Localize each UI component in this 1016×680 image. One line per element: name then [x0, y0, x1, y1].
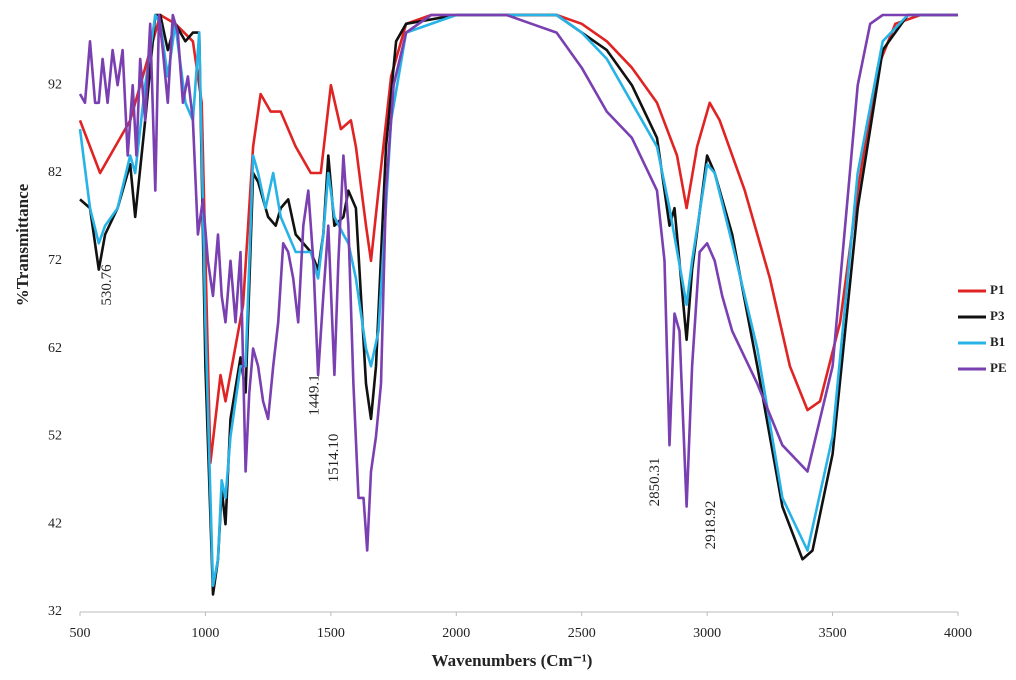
- x-tick-label: 4000: [944, 626, 972, 641]
- peak-annotation: 530.76: [99, 264, 115, 306]
- series-line: [78, 13, 958, 465]
- y-tick-label: 32: [48, 604, 62, 619]
- x-tick-label: 1000: [191, 626, 219, 641]
- x-tick-label: 1500: [317, 626, 345, 641]
- y-axis-label: %Transmittance: [13, 183, 32, 306]
- peak-annotation: 2918.92: [703, 501, 719, 550]
- peak-annotation: 2850.31: [647, 458, 663, 507]
- y-tick-label: 72: [48, 253, 62, 268]
- x-tick-label: 3500: [819, 626, 847, 641]
- series-line: [78, 13, 958, 552]
- peak-annotation: 1449.1: [307, 374, 323, 415]
- y-tick-label: 92: [48, 77, 62, 92]
- x-tick-label: 2500: [568, 626, 596, 641]
- x-tick-label: 2000: [442, 626, 470, 641]
- y-tick-label: 52: [48, 429, 62, 444]
- series-line: [78, 13, 958, 587]
- x-tick-label: 3000: [693, 626, 721, 641]
- legend-label: B1: [990, 334, 1005, 349]
- peak-annotation: 1514.10: [326, 434, 342, 483]
- y-tick-label: 42: [48, 516, 62, 531]
- x-axis-label: Wavenumbers (Cm⁻¹): [432, 651, 593, 670]
- x-tick-label: 500: [70, 626, 91, 641]
- legend-label: P1: [990, 282, 1004, 297]
- legend-label: P3: [990, 308, 1005, 323]
- y-tick-label: 62: [48, 341, 62, 356]
- y-tick-label: 82: [48, 165, 62, 180]
- legend-label: PE: [990, 360, 1007, 375]
